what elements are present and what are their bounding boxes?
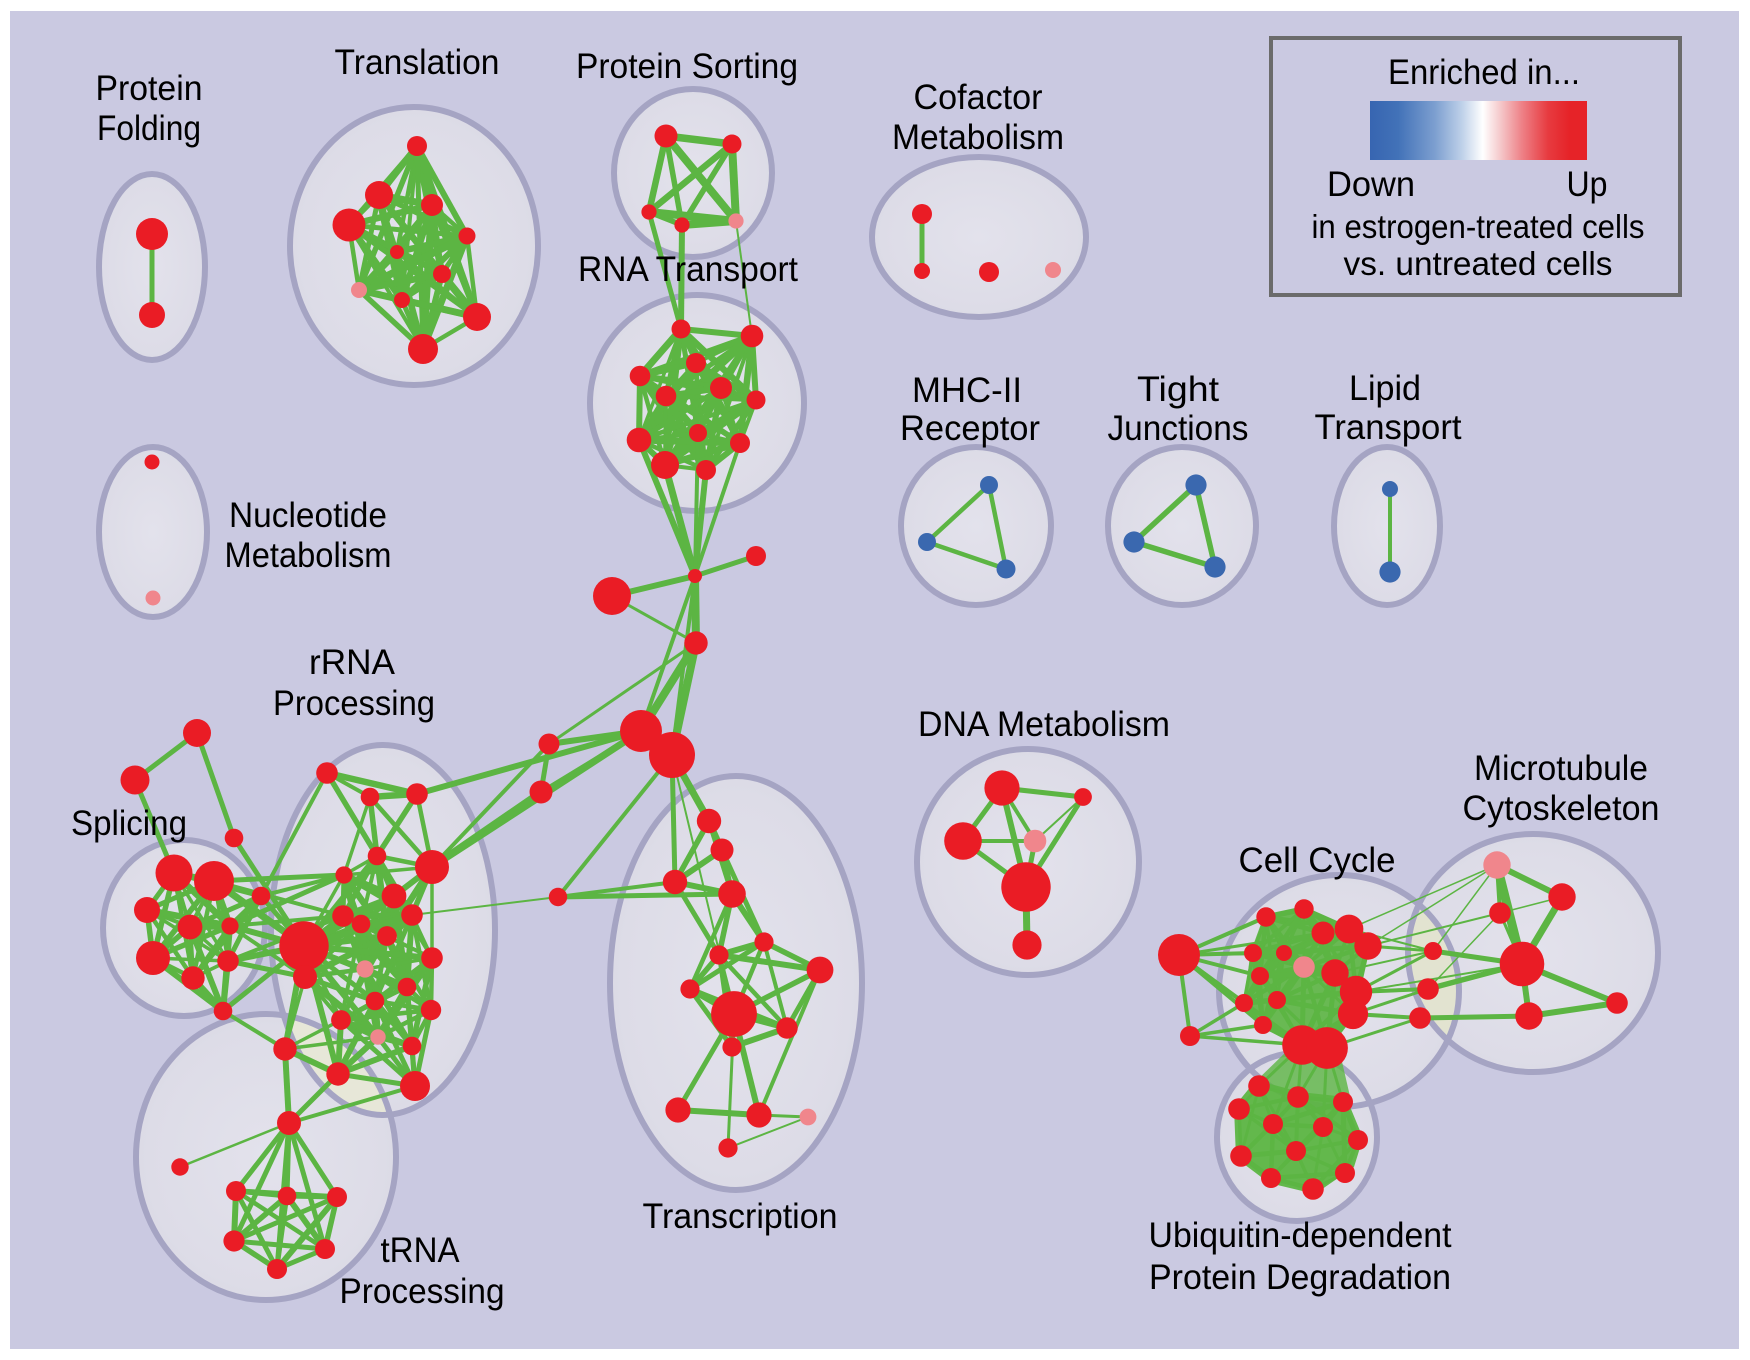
svg-text:Transcription: Transcription	[643, 1197, 838, 1236]
svg-text:Metabolism: Metabolism	[892, 118, 1064, 157]
svg-text:RNA Transport: RNA Transport	[578, 250, 798, 289]
svg-text:Splicing: Splicing	[71, 804, 187, 843]
svg-text:Cell Cycle: Cell Cycle	[1239, 841, 1396, 880]
svg-text:vs. untreated cells: vs. untreated cells	[1344, 245, 1613, 282]
svg-text:Protein Sorting: Protein Sorting	[576, 47, 798, 86]
svg-text:Cytoskeleton: Cytoskeleton	[1463, 789, 1660, 828]
svg-text:Receptor: Receptor	[900, 409, 1040, 448]
svg-text:Protein: Protein	[96, 69, 203, 108]
svg-text:Junctions: Junctions	[1108, 409, 1249, 448]
svg-text:Protein Degradation: Protein Degradation	[1149, 1258, 1451, 1297]
svg-text:rRNA: rRNA	[309, 643, 396, 682]
svg-text:Processing: Processing	[340, 1272, 505, 1311]
svg-text:Ubiquitin-dependent: Ubiquitin-dependent	[1149, 1216, 1452, 1255]
svg-text:Translation: Translation	[335, 43, 500, 82]
svg-text:MHC-II: MHC-II	[912, 371, 1022, 410]
svg-text:Microtubule: Microtubule	[1474, 749, 1648, 788]
svg-text:Transport: Transport	[1315, 408, 1462, 447]
svg-text:Lipid: Lipid	[1349, 369, 1421, 408]
svg-text:DNA Metabolism: DNA Metabolism	[918, 705, 1170, 744]
svg-text:Folding: Folding	[97, 109, 201, 148]
svg-text:Processing: Processing	[273, 684, 435, 723]
svg-text:Metabolism: Metabolism	[225, 536, 392, 575]
svg-text:in estrogen-treated cells: in estrogen-treated cells	[1312, 208, 1645, 245]
svg-text:tRNA: tRNA	[381, 1231, 461, 1270]
svg-text:Enriched in...: Enriched in...	[1388, 53, 1580, 92]
svg-text:Cofactor: Cofactor	[914, 78, 1043, 117]
svg-text:Up: Up	[1567, 165, 1608, 204]
svg-text:Tight: Tight	[1137, 370, 1219, 409]
svg-text:Down: Down	[1327, 165, 1415, 204]
svg-text:Nucleotide: Nucleotide	[229, 496, 387, 535]
